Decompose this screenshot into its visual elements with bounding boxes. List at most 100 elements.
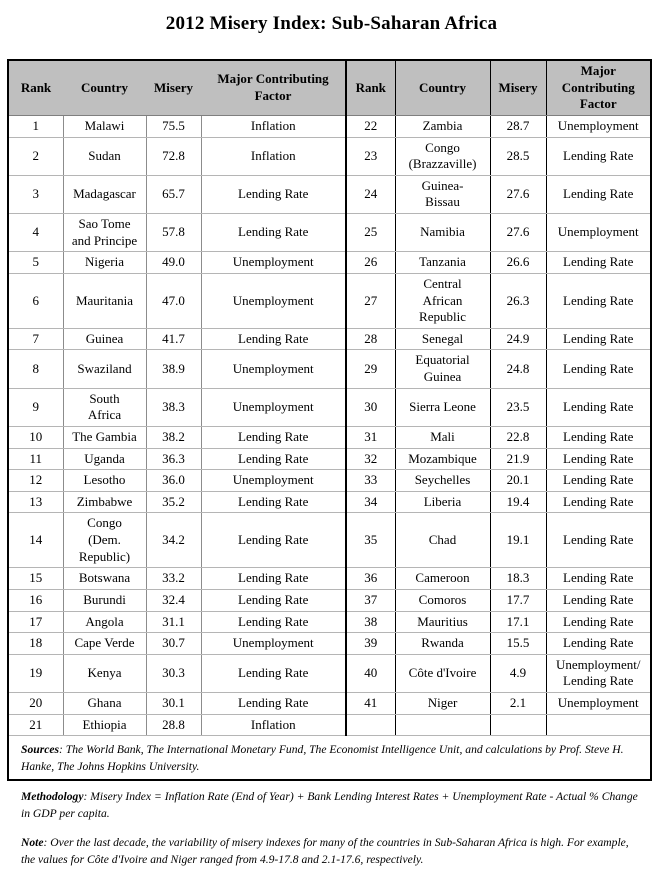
country-cell: Nigeria <box>62 251 147 274</box>
rank-cell: 10 <box>9 426 64 449</box>
rank-cell: 29 <box>345 349 396 389</box>
factor-cell: Unemployment <box>545 213 650 253</box>
country-cell: Chad <box>394 512 491 569</box>
country-cell: Guinea- Bissau <box>394 175 491 215</box>
country-cell: Kenya <box>62 654 147 694</box>
table-row: 16 Burundi 32.4 Lending Rate 37 Comoros 17.7 Le… <box>9 589 650 612</box>
misery-cell: 30.3 <box>145 654 202 694</box>
factor-cell: Unemployment <box>200 349 347 389</box>
country-cell: South Africa <box>62 388 147 427</box>
table-row: 21 Ethiopia 28.8 Inflation <box>9 714 650 737</box>
rank-cell: 20 <box>9 692 64 715</box>
table-row: 1 Malawi 75.5 Inflation 22 Zambia 28.7 Unemploy… <box>9 115 650 138</box>
country-cell: Swaziland <box>62 349 147 389</box>
country-cell: Malawi <box>62 115 147 138</box>
country-cell: Tanzania <box>394 251 491 274</box>
rank-cell: 31 <box>345 426 396 449</box>
misery-cell: 47.0 <box>145 273 202 329</box>
country-cell: Sudan <box>62 137 147 176</box>
table-row: 10 The Gambia 38.2 Lending Rate 31 Mali 22.8 Le… <box>9 426 650 449</box>
rank-cell: 8 <box>9 349 64 389</box>
sources-label: Sources <box>21 743 60 757</box>
factor-cell <box>545 714 650 737</box>
country-cell: Congo (Dem. Republic) <box>62 512 147 569</box>
country-cell: Niger <box>394 692 491 715</box>
note-text: : Over the last decade, the variability … <box>21 836 629 867</box>
rank-cell: 37 <box>345 589 396 612</box>
misery-cell: 34.2 <box>145 512 202 569</box>
table-row: 7 Guinea 41.7 Lending Rate 28 Senegal 24.9 Lend… <box>9 328 650 351</box>
factor-cell: Unemployment/ Lending Rate <box>545 654 650 694</box>
factor-cell: Inflation <box>200 714 347 737</box>
rank-cell: 3 <box>9 175 64 215</box>
factor-cell: Unemployment <box>200 469 347 492</box>
note-label: Note <box>21 836 44 850</box>
misery-cell: 22.8 <box>489 426 547 449</box>
country-cell: Sao Tome and Principe <box>62 213 147 253</box>
misery-cell: 30.1 <box>145 692 202 715</box>
country-cell: Congo (Brazzaville) <box>394 137 491 176</box>
misery-cell: 38.3 <box>145 388 202 427</box>
factor-cell: Lending Rate <box>200 491 347 514</box>
sources-note: Sources: The World Bank, The Internation… <box>21 742 638 776</box>
table-row: 17 Angola 31.1 Lending Rate 38 Mauritius 17.1 L… <box>9 611 650 634</box>
table-row: 3 Madagascar 65.7 Lending Rate 24 Guinea- Bis… <box>9 175 650 215</box>
header-country-left: Country <box>63 61 146 116</box>
misery-cell: 15.5 <box>489 632 547 655</box>
factor-cell: Lending Rate <box>545 251 650 274</box>
factor-cell: Lending Rate <box>200 567 347 590</box>
rank-cell: 21 <box>9 714 64 737</box>
country-cell: Mozambique <box>394 448 491 471</box>
misery-cell: 32.4 <box>145 589 202 612</box>
country-cell: Ethiopia <box>62 714 147 737</box>
rank-cell <box>345 714 396 737</box>
factor-cell: Lending Rate <box>200 175 347 215</box>
misery-cell: 38.9 <box>145 349 202 389</box>
factor-cell: Lending Rate <box>545 469 650 492</box>
factor-cell: Lending Rate <box>545 137 650 176</box>
rank-cell: 34 <box>345 491 396 514</box>
country-cell: Côte d'Ivoire <box>394 654 491 694</box>
table-container: Rank Country Misery Major Contributing F… <box>7 59 652 866</box>
rank-cell: 7 <box>9 328 64 351</box>
country-cell: Mauritania <box>62 273 147 329</box>
misery-cell: 49.0 <box>145 251 202 274</box>
rank-cell: 39 <box>345 632 396 655</box>
misery-cell: 28.5 <box>489 137 547 176</box>
country-cell: The Gambia <box>62 426 147 449</box>
misery-cell <box>489 714 547 737</box>
rank-cell: 22 <box>345 115 396 138</box>
table-header-row: Rank Country Misery Major Contributing F… <box>9 61 650 116</box>
factor-cell: Lending Rate <box>545 273 650 329</box>
rank-cell: 19 <box>9 654 64 694</box>
factor-cell: Unemployment <box>545 115 650 138</box>
factor-cell: Lending Rate <box>200 692 347 715</box>
country-cell <box>394 714 491 737</box>
country-cell: Botswana <box>62 567 147 590</box>
factor-cell: Lending Rate <box>545 567 650 590</box>
table-row: 12 Lesotho 36.0 Unemployment 33 Seychelles 20.… <box>9 469 650 492</box>
rank-cell: 2 <box>9 137 64 176</box>
factor-cell: Lending Rate <box>545 632 650 655</box>
misery-cell: 23.5 <box>489 388 547 427</box>
factor-cell: Lending Rate <box>545 512 650 569</box>
misery-cell: 31.1 <box>145 611 202 634</box>
rank-cell: 17 <box>9 611 64 634</box>
factor-cell: Lending Rate <box>200 589 347 612</box>
rank-cell: 9 <box>9 388 64 427</box>
factor-cell: Lending Rate <box>545 175 650 215</box>
misery-cell: 36.0 <box>145 469 202 492</box>
misery-cell: 35.2 <box>145 491 202 514</box>
table-row: 14 Congo (Dem. Republic) 34.2 Lending Rate 3… <box>9 512 650 569</box>
misery-cell: 26.3 <box>489 273 547 329</box>
factor-cell: Unemployment <box>200 273 347 329</box>
methodology-text: : Misery Index = Inflation Rate (End of … <box>21 789 638 820</box>
misery-cell: 27.6 <box>489 175 547 215</box>
misery-cell: 36.3 <box>145 448 202 471</box>
country-cell: Zambia <box>394 115 491 138</box>
factor-cell: Lending Rate <box>545 388 650 427</box>
misery-cell: 30.7 <box>145 632 202 655</box>
table-row: 13 Zimbabwe 35.2 Lending Rate 34 Liberia 19.4 L… <box>9 491 650 514</box>
table-body: 1 Malawi 75.5 Inflation 22 Zambia 28.7 Unemploy… <box>9 115 650 737</box>
country-cell: Ghana <box>62 692 147 715</box>
